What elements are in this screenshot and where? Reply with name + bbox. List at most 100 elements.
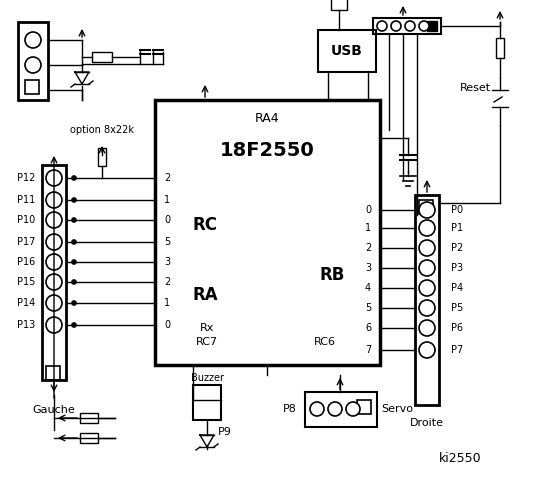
Text: 0: 0 xyxy=(164,320,170,330)
Text: 2: 2 xyxy=(164,173,170,183)
Text: 1: 1 xyxy=(164,195,170,205)
Text: 1: 1 xyxy=(164,298,170,308)
Bar xyxy=(331,0,347,10)
Circle shape xyxy=(328,402,342,416)
Circle shape xyxy=(419,21,429,31)
Circle shape xyxy=(72,280,76,284)
Bar xyxy=(415,195,439,405)
Bar xyxy=(357,400,371,414)
Text: P15: P15 xyxy=(17,277,35,287)
Text: P1: P1 xyxy=(451,223,463,233)
Text: P6: P6 xyxy=(451,323,463,333)
Text: P14: P14 xyxy=(17,298,35,308)
Circle shape xyxy=(72,198,76,202)
Circle shape xyxy=(419,202,435,218)
Circle shape xyxy=(72,323,76,327)
Circle shape xyxy=(72,301,76,305)
Text: 2: 2 xyxy=(164,277,170,287)
Text: RC7: RC7 xyxy=(196,337,218,347)
Circle shape xyxy=(419,260,435,276)
Text: 7: 7 xyxy=(365,345,371,355)
Text: P8: P8 xyxy=(283,404,297,414)
Text: 0: 0 xyxy=(164,215,170,225)
Text: option 8x22k: option 8x22k xyxy=(70,125,134,135)
Bar xyxy=(46,366,60,380)
Circle shape xyxy=(46,317,62,333)
Text: P16: P16 xyxy=(17,257,35,267)
Text: Reset: Reset xyxy=(460,83,491,93)
Bar xyxy=(18,22,48,100)
Text: P17: P17 xyxy=(17,237,35,247)
Text: P9: P9 xyxy=(218,427,232,437)
Bar xyxy=(98,148,106,166)
Bar xyxy=(92,52,112,62)
Bar xyxy=(419,200,433,214)
Text: P2: P2 xyxy=(451,243,463,253)
Bar xyxy=(80,433,98,443)
Circle shape xyxy=(419,320,435,336)
Circle shape xyxy=(419,280,435,296)
Text: 18F2550: 18F2550 xyxy=(220,141,314,159)
Text: 1: 1 xyxy=(365,223,371,233)
Text: RC6: RC6 xyxy=(314,337,336,347)
Circle shape xyxy=(25,57,41,73)
Text: ki2550: ki2550 xyxy=(439,452,481,465)
Text: P10: P10 xyxy=(17,215,35,225)
Text: 6: 6 xyxy=(365,323,371,333)
Circle shape xyxy=(419,220,435,236)
Text: P0: P0 xyxy=(451,205,463,215)
Text: Servo: Servo xyxy=(381,404,413,414)
Bar xyxy=(496,38,504,58)
Circle shape xyxy=(72,260,76,264)
Circle shape xyxy=(310,402,324,416)
Circle shape xyxy=(419,342,435,358)
Text: P7: P7 xyxy=(451,345,463,355)
Text: 5: 5 xyxy=(365,303,371,313)
Text: 4: 4 xyxy=(365,283,371,293)
Bar xyxy=(25,80,39,94)
Bar xyxy=(42,165,66,380)
Circle shape xyxy=(72,218,76,222)
Circle shape xyxy=(46,254,62,270)
Bar xyxy=(373,18,441,34)
Bar xyxy=(427,21,437,31)
Bar xyxy=(318,30,376,72)
Text: RA4: RA4 xyxy=(255,111,279,124)
Text: 2: 2 xyxy=(365,243,371,253)
Text: 5: 5 xyxy=(164,237,170,247)
Circle shape xyxy=(46,234,62,250)
Circle shape xyxy=(391,21,401,31)
Text: P3: P3 xyxy=(451,263,463,273)
Circle shape xyxy=(419,240,435,256)
Circle shape xyxy=(377,21,387,31)
Text: 3: 3 xyxy=(365,263,371,273)
Circle shape xyxy=(72,240,76,244)
Text: P5: P5 xyxy=(451,303,463,313)
Text: P4: P4 xyxy=(451,283,463,293)
Circle shape xyxy=(46,295,62,311)
Bar xyxy=(155,100,380,365)
Bar xyxy=(80,413,98,423)
Text: P11: P11 xyxy=(17,195,35,205)
Text: Droite: Droite xyxy=(410,418,444,428)
Text: 0: 0 xyxy=(365,205,371,215)
Text: P12: P12 xyxy=(17,173,35,183)
Circle shape xyxy=(25,32,41,48)
Circle shape xyxy=(346,402,360,416)
Bar xyxy=(193,385,221,420)
Text: USB: USB xyxy=(331,44,363,58)
Text: P13: P13 xyxy=(17,320,35,330)
Text: Gauche: Gauche xyxy=(33,405,75,415)
Circle shape xyxy=(46,212,62,228)
Text: Buzzer: Buzzer xyxy=(190,373,223,383)
Text: RC: RC xyxy=(192,216,217,234)
Circle shape xyxy=(46,274,62,290)
Text: RB: RB xyxy=(319,266,345,284)
Circle shape xyxy=(405,21,415,31)
Text: RA: RA xyxy=(192,286,218,304)
Text: 3: 3 xyxy=(164,257,170,267)
Circle shape xyxy=(46,192,62,208)
Bar xyxy=(305,392,377,427)
Circle shape xyxy=(419,300,435,316)
Circle shape xyxy=(46,170,62,186)
